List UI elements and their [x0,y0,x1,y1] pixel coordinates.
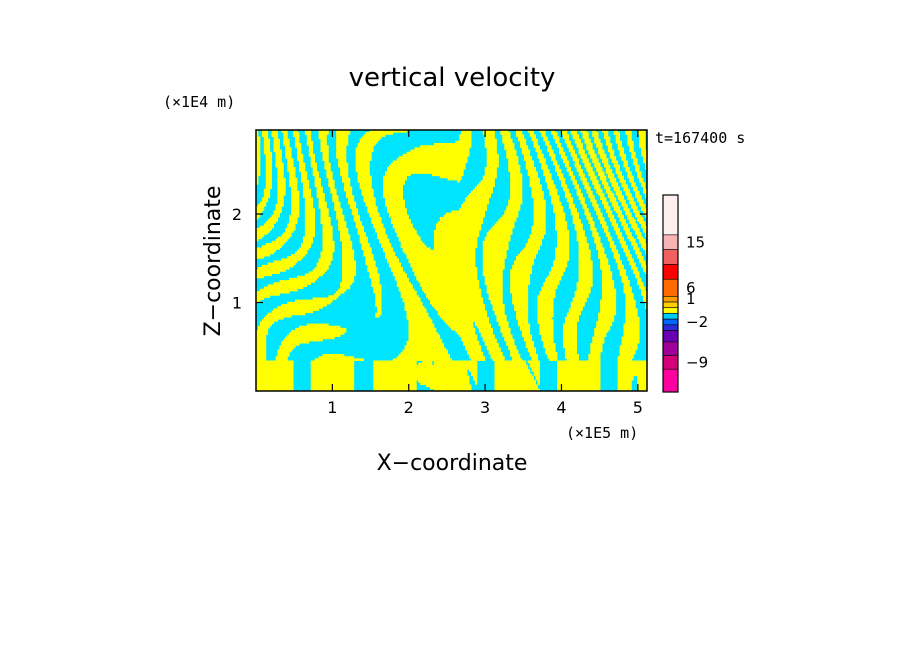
colorbar-swatch [662,324,679,331]
colorbar-swatch [662,234,679,250]
colorbar-frame [662,194,679,393]
plot-frame [255,129,648,392]
colorbar-swatch [662,307,679,314]
colorbar-swatch [662,301,679,309]
colorbar-swatch [662,355,679,370]
chart-title: vertical velocity [349,63,556,93]
y-tick-label: 1 [232,294,242,313]
x-tick-label: 2 [404,398,414,417]
colorbar-swatch [662,313,679,320]
plot-area [255,129,648,392]
colorbar-swatch [662,330,679,343]
colorbar-swatch [662,296,679,303]
colorbar-swatch [662,194,679,236]
colorbar-swatch [662,264,679,280]
colorbar-label: −2 [686,313,708,331]
colorbar-swatch [662,249,679,265]
y-unit-label: (×1E4 m) [163,93,235,111]
positive-velocity-region [256,130,647,391]
x-axis: 1 2 3 4 5 [327,130,643,417]
y-axis-label: Z−coordinate [201,186,226,337]
x-tick-label: 1 [327,398,337,417]
colorbar-swatch [662,318,679,326]
velocity-field [256,130,647,391]
x-tick-label: 5 [633,398,643,417]
colorbar-swatch [662,278,679,297]
colorbar: 15 61 −2 −9 [662,194,708,393]
colorbar-label: −9 [686,353,708,371]
x-axis-label: X−coordinate [377,451,528,476]
y-axis: 12 [232,205,647,313]
x-unit-label: (×1E5 m) [566,424,638,442]
colorbar-label: 6 [686,279,696,297]
x-tick-label: 3 [480,398,490,417]
x-tick-label: 4 [556,398,566,417]
colorbar-label: 15 [686,233,705,251]
time-label: t=167400 s [655,129,745,147]
colorbar-swatch [662,341,679,356]
y-tick-label: 2 [232,205,242,224]
colorbar-label: 1 [686,290,696,308]
colorbar-swatch [662,368,679,393]
